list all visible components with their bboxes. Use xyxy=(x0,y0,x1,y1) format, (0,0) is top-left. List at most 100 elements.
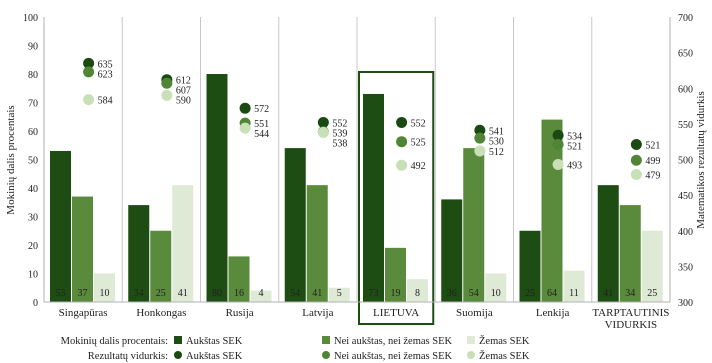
y2-tick-label: 300 xyxy=(678,298,693,309)
bar-value-label: 36 xyxy=(447,288,457,299)
point-marks: 6356235846126075905725515445525395385525… xyxy=(83,57,660,181)
mean-point xyxy=(630,139,642,151)
bar-value-label: 41 xyxy=(603,288,613,299)
bar-value-label: 16 xyxy=(234,288,244,299)
mean-value-label: 607 xyxy=(176,86,191,97)
mean-value-label: 530 xyxy=(489,136,504,147)
mean-point xyxy=(630,154,642,166)
mean-value-label: 552 xyxy=(411,118,426,129)
mean-value-label: 521 xyxy=(567,141,582,152)
bar xyxy=(385,247,406,302)
bar xyxy=(206,74,228,302)
bar-value-label: 41 xyxy=(178,288,188,299)
bar xyxy=(328,287,350,302)
y-tick-label: 50 xyxy=(28,156,38,167)
y2-tick-label: 400 xyxy=(678,227,693,238)
bar-value-label: 25 xyxy=(647,288,657,299)
bar-value-label: 64 xyxy=(547,288,557,299)
mean-value-label: 499 xyxy=(645,156,660,167)
y2-tick-label: 600 xyxy=(678,84,693,95)
mean-point xyxy=(552,139,564,151)
legend-point-label: Žemas SEK xyxy=(479,350,530,362)
bar-value-label: 25 xyxy=(156,288,166,299)
mean-point xyxy=(552,129,564,141)
bar-value-label: 11 xyxy=(569,288,579,299)
bar-value-label: 34 xyxy=(625,288,635,299)
bar-value-label: 19 xyxy=(391,288,401,299)
mean-point xyxy=(83,57,95,69)
y-tick-label: 100 xyxy=(23,13,38,24)
bar xyxy=(150,230,172,302)
y-tick-label: 0 xyxy=(33,298,38,309)
y2-tick-label: 650 xyxy=(678,49,693,60)
mean-value-label: 584 xyxy=(98,96,113,107)
mean-value-label: 521 xyxy=(645,141,660,152)
chart-frame xyxy=(121,17,593,325)
y2-tick-label: 700 xyxy=(678,13,693,24)
y-tick-label: 60 xyxy=(28,127,38,138)
mean-point xyxy=(396,159,408,171)
bar xyxy=(463,148,485,302)
mean-value-label: 525 xyxy=(411,138,426,149)
bar xyxy=(94,273,115,302)
bar-value-label: 10 xyxy=(100,288,110,299)
bar-value-label: 80 xyxy=(212,288,222,299)
axes: 0 10 20 30 40 50 60 70 80 90 100 300 350 400 450 500 550… xyxy=(23,13,693,331)
bar-value-label: 5 xyxy=(337,288,342,299)
mean-point xyxy=(552,158,564,170)
mean-value-label: 552 xyxy=(332,118,347,129)
bar-value-label: 54 xyxy=(469,288,479,299)
bar xyxy=(597,185,619,302)
legend-bar-title: Mokinių dalis procentais: xyxy=(61,336,168,347)
bar xyxy=(50,150,71,302)
y-tick-label: 40 xyxy=(28,184,38,195)
category-label: Lenkija xyxy=(536,307,570,319)
legend-point-label: Nei aukštas, nei žemas SEK xyxy=(334,351,453,362)
category-label: Latvija xyxy=(302,307,333,319)
mean-value-label: 572 xyxy=(254,104,269,115)
bar-value-label: 4 xyxy=(259,288,264,299)
mean-value-label: 479 xyxy=(645,170,660,181)
y-axis-label: Mokinių dalis procentais xyxy=(5,105,17,214)
mean-value-label: 551 xyxy=(254,119,269,130)
bar-value-label: 37 xyxy=(78,288,88,299)
bar-value-label: 73 xyxy=(369,288,379,299)
category-label: TARPTAUTINIS VIDURKIS xyxy=(592,307,669,331)
bar-value-label: 34 xyxy=(134,288,144,299)
y2-tick-label: 550 xyxy=(678,120,693,131)
mean-point xyxy=(239,102,251,114)
mean-point xyxy=(474,132,486,144)
bar-value-label: 10 xyxy=(491,288,501,299)
mean-point xyxy=(239,122,251,134)
legend-point-label: Aukštas SEK xyxy=(186,351,243,362)
category-label: Suomija xyxy=(456,307,493,319)
bar xyxy=(519,230,541,302)
mean-point xyxy=(83,94,95,106)
y-tick-label: 20 xyxy=(28,241,38,252)
mean-value-label: 541 xyxy=(489,126,504,137)
bar xyxy=(485,273,507,302)
category-label: Honkongas xyxy=(136,307,186,319)
legend-point-swatch xyxy=(467,351,475,359)
legend-bar-label: Aukštas SEK xyxy=(186,336,243,347)
y2-axis-label: Matematikos rezultatų vidurkis xyxy=(695,91,707,228)
legend: Mokinių dalis procentais: Rezultatų vidur… xyxy=(61,335,530,362)
bar xyxy=(641,230,663,302)
legend-bar-label: Nei aukštas, nei žemas SEK xyxy=(334,336,453,347)
bar xyxy=(284,148,306,302)
mean-value-label: 623 xyxy=(98,69,113,80)
bar xyxy=(228,256,250,302)
highlight-box xyxy=(358,71,435,325)
mean-value-label: 635 xyxy=(98,59,113,70)
mean-point xyxy=(317,126,329,138)
bar xyxy=(306,185,328,302)
mean-value-label: 544 xyxy=(254,129,269,140)
y2-tick-label: 450 xyxy=(678,191,693,202)
legend-bar-label: Žemas SEK xyxy=(479,335,530,347)
mean-point xyxy=(396,136,408,148)
mean-point xyxy=(161,89,173,101)
y-tick-label: 80 xyxy=(28,70,38,81)
bar-value-label: 25 xyxy=(525,288,535,299)
bar xyxy=(128,205,150,302)
mean-value-label: 590 xyxy=(176,96,191,107)
